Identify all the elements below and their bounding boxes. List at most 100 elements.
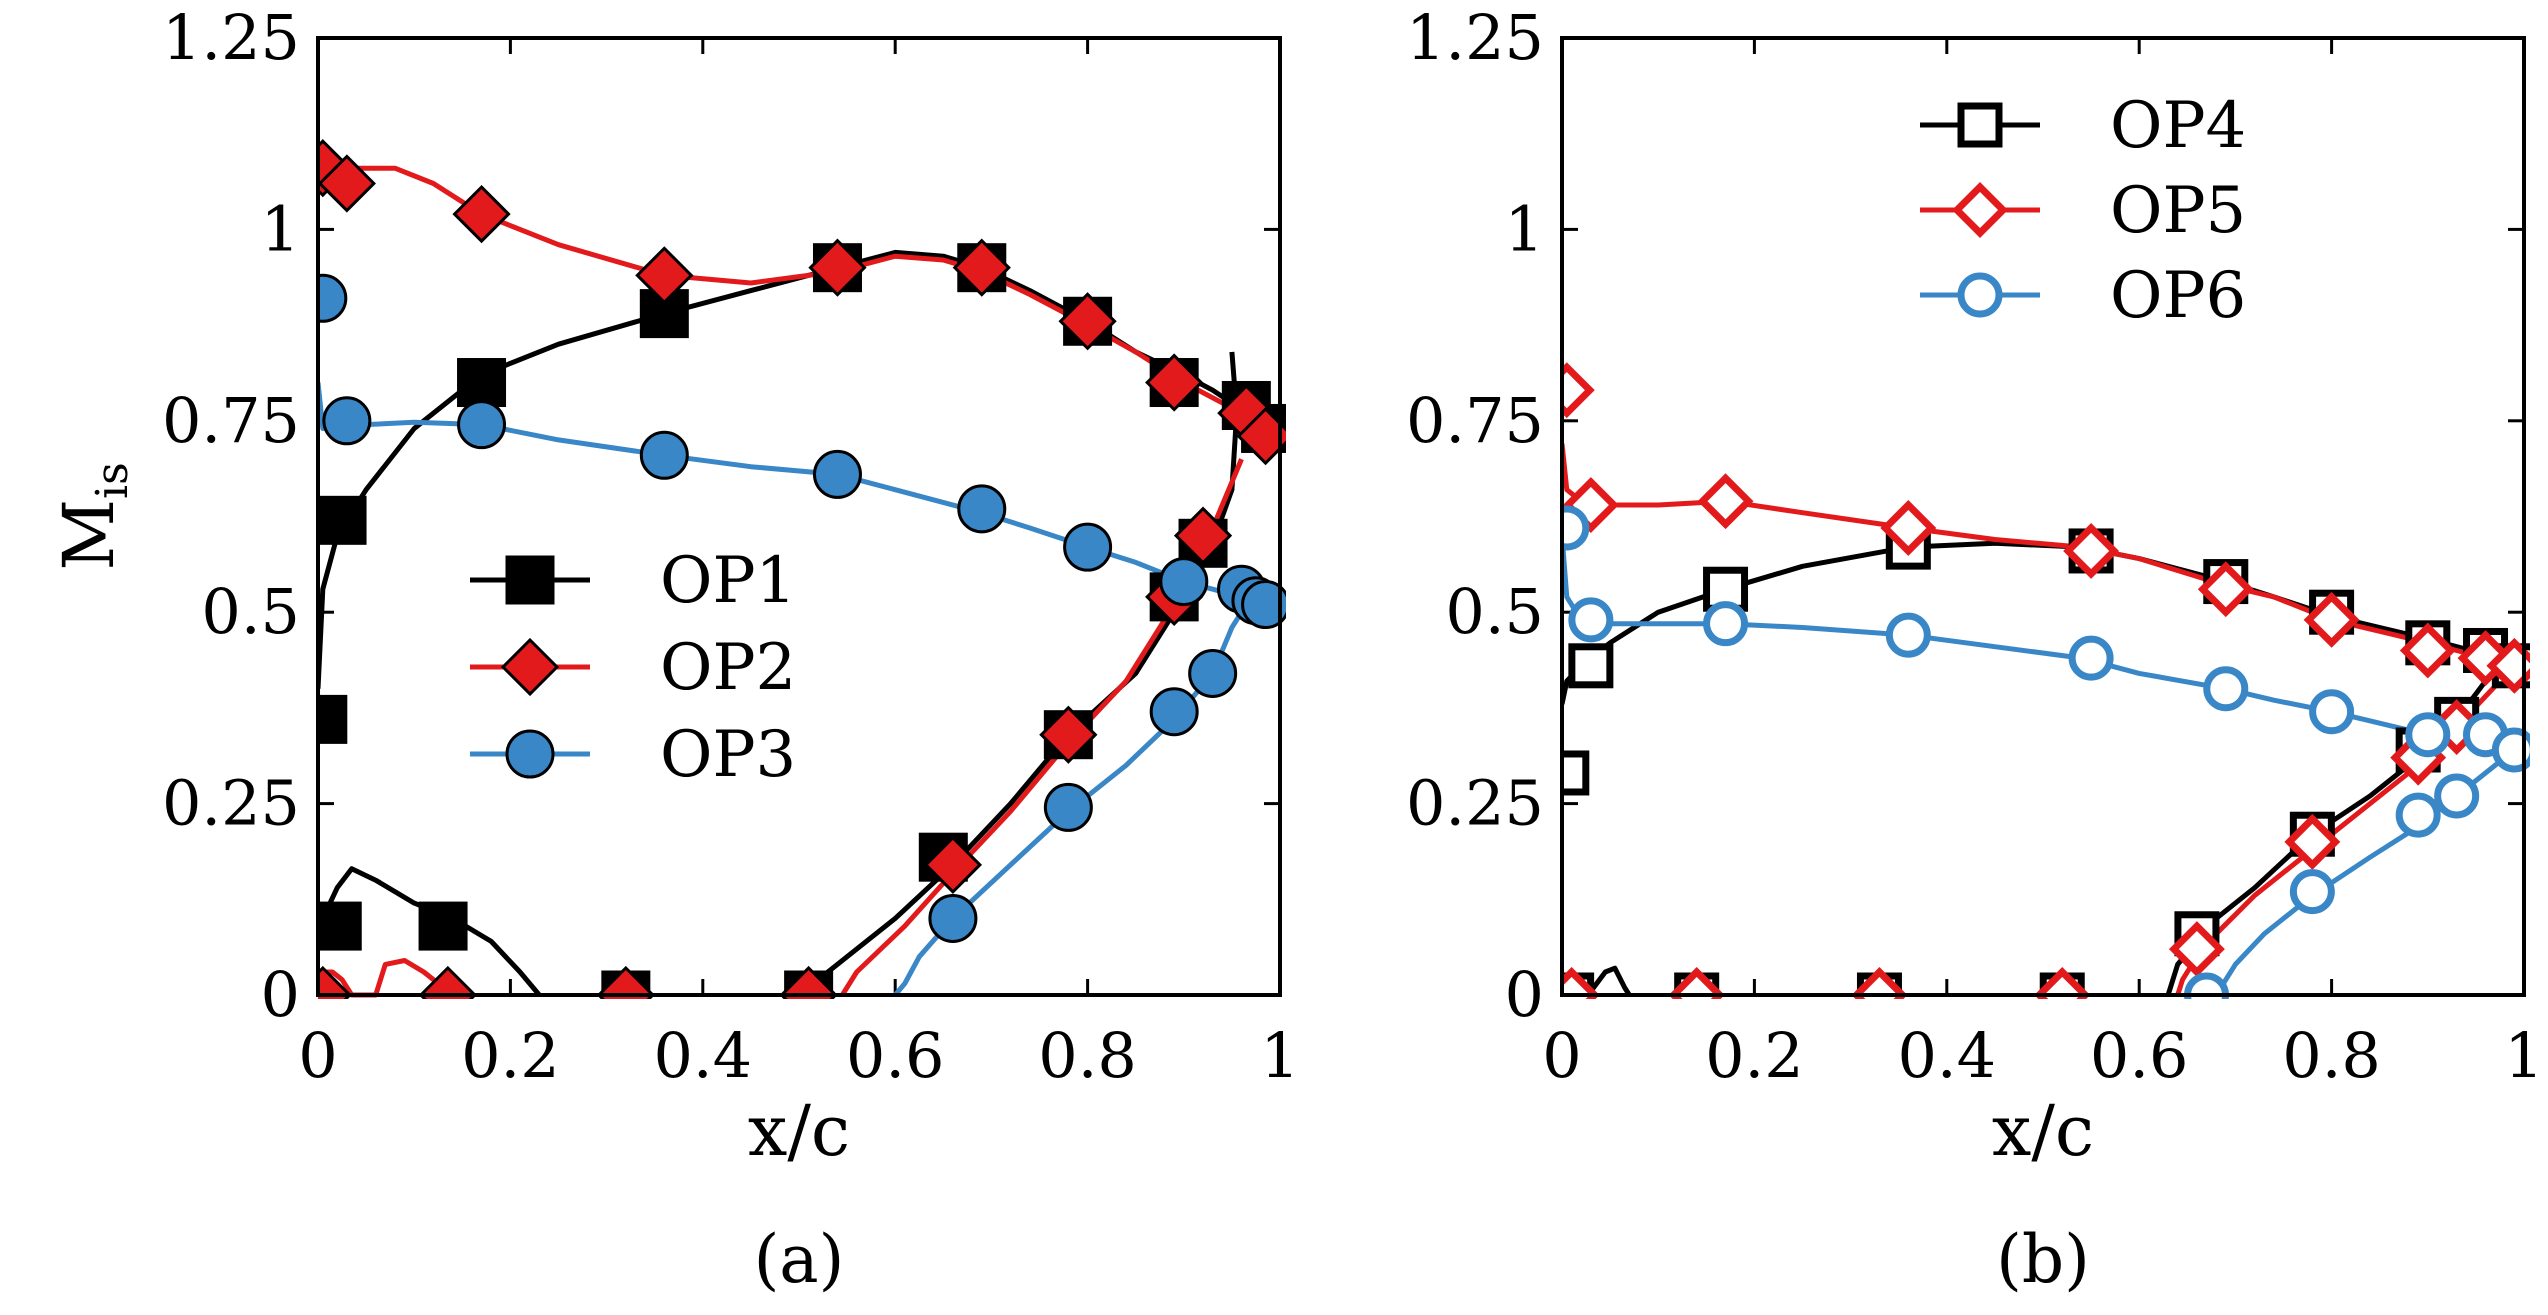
series-line — [322, 958, 455, 998]
data-marker — [1562, 505, 1590, 551]
data-marker — [318, 901, 362, 951]
y-axis-title: Mis — [48, 462, 138, 570]
data-marker — [1188, 648, 1238, 698]
data-marker — [2289, 869, 2335, 915]
data-marker — [1145, 353, 1204, 412]
legend-label: OP4 — [2110, 89, 2246, 163]
data-marker — [1043, 782, 1093, 832]
plot-data — [1562, 362, 2530, 999]
data-marker — [957, 484, 1007, 534]
data-marker — [2486, 637, 2530, 694]
legend: OP1 OP2 OP3 — [470, 544, 796, 792]
data-marker — [318, 273, 348, 323]
data-marker — [635, 246, 694, 305]
data-marker — [457, 358, 507, 408]
series-line — [320, 866, 542, 997]
data-marker — [318, 154, 376, 213]
legend-label: OP2 — [660, 631, 796, 705]
data-marker — [1562, 750, 1590, 796]
data-marker — [2197, 561, 2254, 618]
data-marker — [452, 184, 511, 244]
data-marker — [1562, 362, 1595, 419]
data-marker — [1039, 705, 1098, 764]
data-marker — [596, 965, 655, 999]
data-marker — [1885, 612, 1931, 658]
data-marker — [1668, 967, 1725, 999]
plot-frame — [316, 36, 1282, 997]
data-marker — [1159, 557, 1209, 607]
y-tick-label: 0 — [1505, 958, 1544, 1031]
legend-marker — [1957, 102, 2003, 148]
data-marker — [779, 965, 838, 999]
data-marker — [1703, 601, 1749, 647]
plot-data — [318, 139, 1286, 999]
y-tick-label: 0.75 — [1406, 384, 1544, 457]
x-tick-label: 0.2 — [461, 1019, 560, 1092]
series-line — [797, 351, 1240, 997]
series-line — [318, 249, 1272, 689]
legend: OP4 OP5 OP6 — [1920, 89, 2246, 333]
data-marker — [457, 400, 507, 450]
legend-label: OP5 — [2110, 174, 2246, 248]
x-axis-title: x/c — [748, 1090, 850, 1172]
legend-marker — [505, 555, 555, 605]
data-marker — [318, 495, 367, 545]
y-tick-label: 0 — [261, 958, 300, 1031]
x-tick-label: 0 — [1542, 1019, 1581, 1092]
data-marker — [2399, 622, 2456, 679]
data-marker — [2034, 967, 2091, 999]
x-axis-title: x/c — [1992, 1090, 2094, 1172]
legend-marker — [505, 729, 555, 779]
legend-label: OP3 — [660, 718, 796, 792]
data-marker — [1063, 522, 1113, 572]
data-marker — [1568, 643, 1614, 689]
y-tick-label: 0.5 — [201, 575, 300, 648]
x-tick-label: 0.8 — [1038, 1019, 1137, 1092]
data-marker — [1236, 406, 1286, 466]
legend-label: OP6 — [2110, 259, 2246, 333]
data-marker — [812, 449, 862, 499]
data-marker — [1562, 967, 1600, 999]
panel-b: 0 0.25 0.5 0.75 1 1.25 0 0.2 0.4 0.6 0.8 1 x/c (b) OP4… — [1406, 1, 2544, 1298]
panel-label: (a) — [754, 1221, 845, 1298]
data-marker — [418, 965, 477, 999]
plot-frame — [1560, 36, 2526, 997]
y-tick-label: 1.25 — [162, 1, 300, 74]
y-tick-label: 1 — [1505, 192, 1544, 265]
data-marker — [639, 430, 689, 480]
data-marker — [2168, 921, 2225, 978]
data-marker — [2405, 712, 2451, 758]
data-marker — [1241, 580, 1286, 630]
x-tick-label: 0.6 — [2090, 1019, 2189, 1092]
x-tick-label: 0.4 — [653, 1019, 752, 1092]
y-tick-label: 0.75 — [162, 384, 300, 457]
x-tick-label: 0.4 — [1897, 1019, 1996, 1092]
x-tick-label: 1 — [2504, 1019, 2543, 1092]
data-marker — [928, 893, 978, 943]
x-tick-label: 0.8 — [2282, 1019, 2381, 1092]
data-marker — [2395, 792, 2441, 838]
legend-label: OP1 — [660, 544, 796, 618]
y-tick-label: 0.5 — [1445, 575, 1544, 648]
data-marker — [1173, 506, 1233, 565]
data-marker — [418, 901, 468, 951]
data-marker — [1880, 500, 1937, 556]
data-marker — [2434, 773, 2480, 819]
data-marker — [318, 965, 352, 999]
data-marker — [1697, 473, 1754, 530]
data-marker — [2491, 727, 2530, 773]
y-tick-label: 1.25 — [1406, 1, 1544, 74]
data-marker — [322, 396, 372, 446]
legend-marker — [500, 637, 560, 697]
legend-marker — [1952, 182, 2008, 238]
y-tick-label: 1 — [261, 192, 300, 265]
data-marker — [1058, 292, 1117, 351]
data-marker — [952, 238, 1011, 297]
data-marker — [1568, 597, 1614, 643]
legend-marker — [1957, 272, 2003, 318]
data-marker — [2063, 523, 2120, 579]
data-marker — [808, 238, 867, 297]
data-marker — [2309, 689, 2355, 735]
data-marker — [1851, 967, 1908, 999]
